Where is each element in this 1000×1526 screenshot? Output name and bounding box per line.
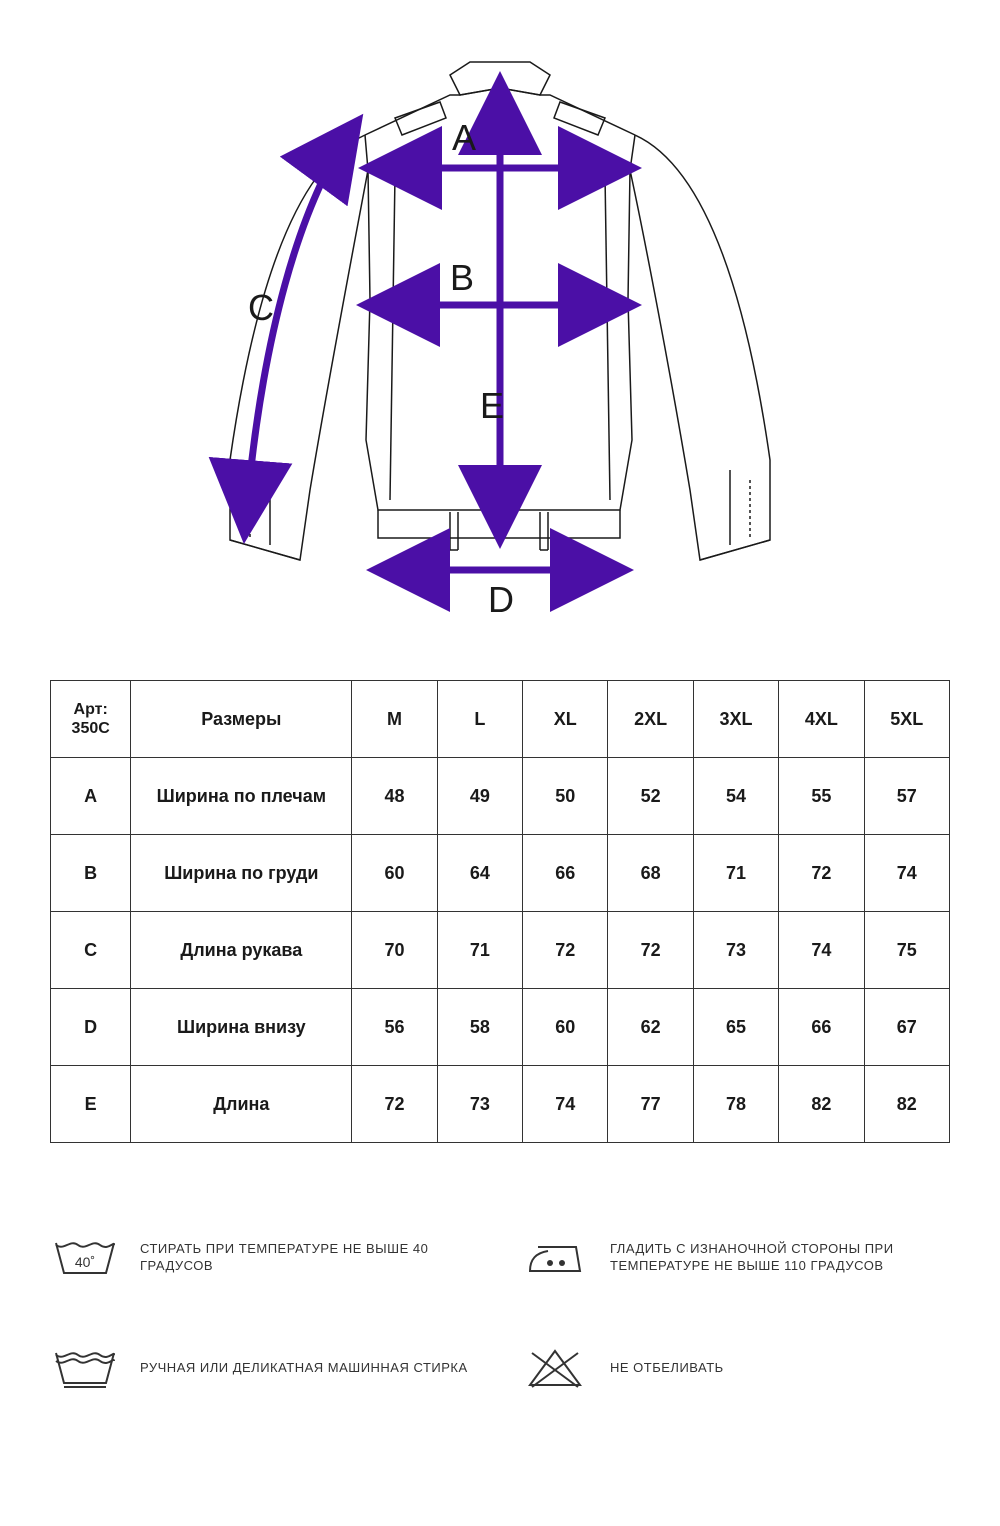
size-table: Арт: 350C Размеры M L XL 2XL 3XL 4XL 5XL…: [50, 680, 950, 1143]
row-name: Длина рукава: [131, 912, 352, 989]
header-size: 3XL: [693, 681, 778, 758]
care-iron: ГЛАДИТЬ С ИЗНАНОЧНОЙ СТОРОНЫ ПРИ ТЕМПЕРА…: [520, 1233, 950, 1283]
cell: 65: [693, 989, 778, 1066]
cell: 55: [779, 758, 864, 835]
care-wash-40: 40˚ СТИРАТЬ ПРИ ТЕМПЕРАТУРЕ НЕ ВЫШЕ 40 Г…: [50, 1233, 480, 1283]
label-b: B: [450, 257, 474, 298]
row-key: B: [51, 835, 131, 912]
cell: 62: [608, 989, 693, 1066]
care-text: РУЧНАЯ ИЛИ ДЕЛИКАТНАЯ МАШИННАЯ СТИРКА: [140, 1360, 468, 1377]
art-line2: 350C: [72, 720, 110, 737]
label-a: A: [452, 117, 476, 158]
cell: 68: [608, 835, 693, 912]
cell: 71: [693, 835, 778, 912]
table-row: D Ширина внизу 56 58 60 62 65 66 67: [51, 989, 950, 1066]
label-e: E: [480, 385, 504, 426]
cell: 48: [352, 758, 437, 835]
header-size: M: [352, 681, 437, 758]
table-row: C Длина рукава 70 71 72 72 73 74 75: [51, 912, 950, 989]
header-size: L: [437, 681, 522, 758]
header-art: Арт: 350C: [51, 681, 131, 758]
cell: 57: [864, 758, 949, 835]
care-text: НЕ ОТБЕЛИВАТЬ: [610, 1360, 724, 1377]
cell: 67: [864, 989, 949, 1066]
cell: 73: [693, 912, 778, 989]
header-sizes-label: Размеры: [131, 681, 352, 758]
cell: 78: [693, 1066, 778, 1143]
cell: 73: [437, 1066, 522, 1143]
cell: 60: [523, 989, 608, 1066]
cell: 52: [608, 758, 693, 835]
cell: 60: [352, 835, 437, 912]
row-name: Ширина по груди: [131, 835, 352, 912]
cell: 66: [779, 989, 864, 1066]
cell: 50: [523, 758, 608, 835]
cell: 71: [437, 912, 522, 989]
measurement-lines: [245, 85, 628, 570]
wash-40-icon: 40˚: [50, 1233, 120, 1283]
care-text: СТИРАТЬ ПРИ ТЕМПЕРАТУРЕ НЕ ВЫШЕ 40 ГРАДУ…: [140, 1241, 480, 1275]
iron-icon: [520, 1233, 590, 1283]
diagram-container: A B E D C: [50, 40, 950, 640]
cell: 54: [693, 758, 778, 835]
cell: 64: [437, 835, 522, 912]
label-d: D: [488, 579, 514, 620]
cell: 58: [437, 989, 522, 1066]
cell: 70: [352, 912, 437, 989]
cell: 72: [608, 912, 693, 989]
row-key: E: [51, 1066, 131, 1143]
care-section: 40˚ СТИРАТЬ ПРИ ТЕМПЕРАТУРЕ НЕ ВЫШЕ 40 Г…: [50, 1233, 950, 1393]
row-name: Ширина внизу: [131, 989, 352, 1066]
table-header-row: Арт: 350C Размеры M L XL 2XL 3XL 4XL 5XL: [51, 681, 950, 758]
cell: 72: [523, 912, 608, 989]
cell: 74: [523, 1066, 608, 1143]
care-text: ГЛАДИТЬ С ИЗНАНОЧНОЙ СТОРОНЫ ПРИ ТЕМПЕРА…: [610, 1241, 950, 1275]
table-row: A Ширина по плечам 48 49 50 52 54 55 57: [51, 758, 950, 835]
cell: 72: [352, 1066, 437, 1143]
cell: 66: [523, 835, 608, 912]
row-name: Ширина по плечам: [131, 758, 352, 835]
header-size: 5XL: [864, 681, 949, 758]
measure-labels: A B E D C: [248, 117, 514, 620]
cell: 75: [864, 912, 949, 989]
row-key: C: [51, 912, 131, 989]
cell: 56: [352, 989, 437, 1066]
wash-temp-label: 40˚: [75, 1254, 95, 1270]
cell: 49: [437, 758, 522, 835]
table-body: A Ширина по плечам 48 49 50 52 54 55 57 …: [51, 758, 950, 1143]
cell: 74: [779, 912, 864, 989]
cell: 72: [779, 835, 864, 912]
page: A B E D C Арт: 350C Размеры M L XL: [0, 0, 1000, 1526]
row-key: A: [51, 758, 131, 835]
header-size: XL: [523, 681, 608, 758]
row-name: Длина: [131, 1066, 352, 1143]
cell: 74: [864, 835, 949, 912]
label-c: C: [248, 287, 274, 328]
header-size: 4XL: [779, 681, 864, 758]
table-row: E Длина 72 73 74 77 78 82 82: [51, 1066, 950, 1143]
art-line1: Арт:: [74, 701, 108, 718]
care-hand-wash: РУЧНАЯ ИЛИ ДЕЛИКАТНАЯ МАШИННАЯ СТИРКА: [50, 1343, 480, 1393]
cell: 77: [608, 1066, 693, 1143]
no-bleach-icon: [520, 1343, 590, 1393]
cell: 82: [779, 1066, 864, 1143]
hand-wash-icon: [50, 1343, 120, 1393]
row-key: D: [51, 989, 131, 1066]
header-size: 2XL: [608, 681, 693, 758]
jacket-diagram: A B E D C: [190, 40, 810, 640]
care-no-bleach: НЕ ОТБЕЛИВАТЬ: [520, 1343, 950, 1393]
table-row: B Ширина по груди 60 64 66 68 71 72 74: [51, 835, 950, 912]
cell: 82: [864, 1066, 949, 1143]
